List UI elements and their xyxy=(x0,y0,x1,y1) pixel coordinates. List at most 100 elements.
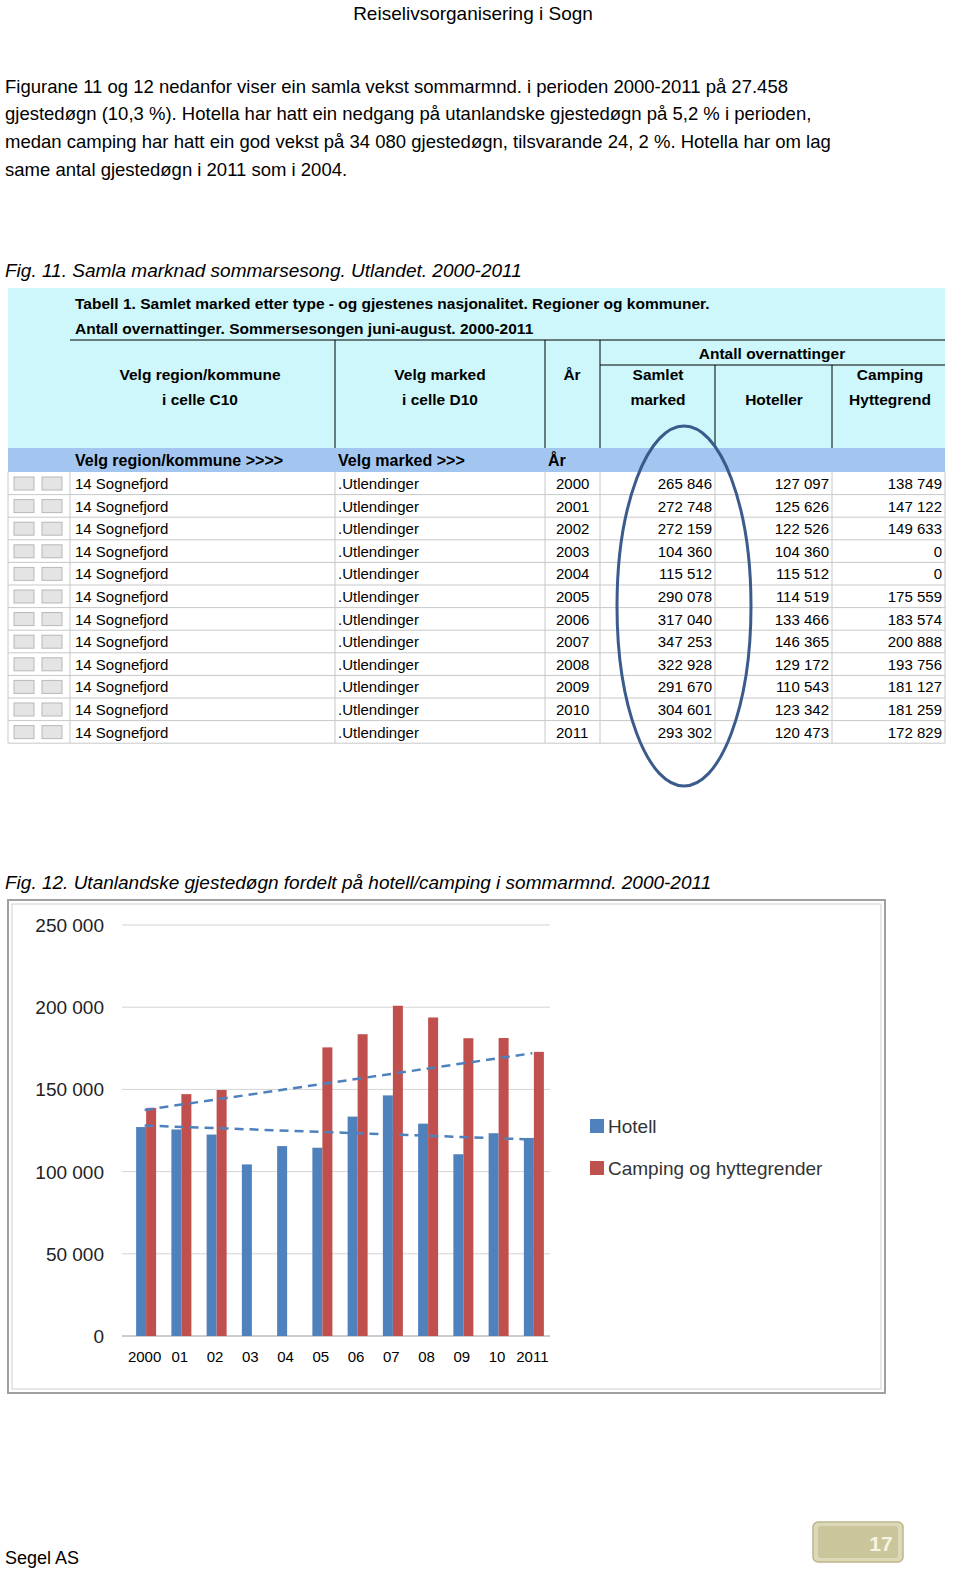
table-cell: .Utlendinger xyxy=(338,611,419,628)
cell-border xyxy=(8,607,945,608)
bar xyxy=(499,1038,509,1336)
table-cell: 120 473 xyxy=(775,724,829,741)
paragraph-line: gjestedøgn (10,3 %). Hotella har hatt ei… xyxy=(5,103,811,124)
bar xyxy=(383,1095,393,1336)
figure-caption: Fig. 12. Utanlandske gjestedøgn fordelt … xyxy=(5,872,711,893)
table-cell: 347 253 xyxy=(658,633,712,650)
table-cell: 104 360 xyxy=(775,543,829,560)
table-cell: 14 Sognefjord xyxy=(75,701,168,718)
y-tick-label: 50 000 xyxy=(46,1244,104,1265)
table-cell: 290 078 xyxy=(658,588,712,605)
y-tick-label: 0 xyxy=(93,1326,104,1347)
running-header: Reiselivsorganisering i Sogn xyxy=(353,3,593,24)
table-cell: 122 526 xyxy=(775,520,829,537)
page-number-box-inner xyxy=(818,1526,898,1558)
table-cell: .Utlendinger xyxy=(338,498,419,515)
table-cell: 14 Sognefjord xyxy=(75,656,168,673)
table-cell: 2008 xyxy=(556,656,589,673)
chart: 050 000100 000150 000200 000250 00020000… xyxy=(8,900,885,1393)
row-icon xyxy=(14,522,34,535)
footer-company: Segel AS xyxy=(5,1548,79,1568)
table-cell: .Utlendinger xyxy=(338,701,419,718)
row-icon xyxy=(42,680,62,693)
table-cell: .Utlendinger xyxy=(338,543,419,560)
table-cell: 272 748 xyxy=(658,498,712,515)
bar xyxy=(312,1148,322,1336)
table-cell: 123 342 xyxy=(775,701,829,718)
row-icon xyxy=(42,726,62,739)
table-header-bg xyxy=(8,288,945,448)
row-icon xyxy=(42,613,62,626)
bar xyxy=(207,1135,217,1336)
bar xyxy=(418,1124,428,1336)
bar xyxy=(242,1164,252,1336)
bar xyxy=(453,1154,463,1336)
table-title: Tabell 1. Samlet marked etter type - og … xyxy=(75,295,710,312)
plot-area xyxy=(136,1006,544,1336)
table-cell: 293 302 xyxy=(658,724,712,741)
table-cell: 0 xyxy=(934,543,942,560)
selector-label: År xyxy=(548,451,566,469)
table-cell: 14 Sognefjord xyxy=(75,565,168,582)
table-cell: 2009 xyxy=(556,678,589,695)
bar xyxy=(252,1336,262,1337)
table-cell: 193 756 xyxy=(888,656,942,673)
bar xyxy=(181,1094,191,1336)
table-cell: 14 Sognefjord xyxy=(75,678,168,695)
paragraph-line: medan camping har hatt ein god vekst på … xyxy=(5,131,831,152)
table-cell: 0 xyxy=(934,565,942,582)
cell-border xyxy=(8,539,945,540)
rule xyxy=(335,340,336,448)
chart-frame-inner xyxy=(12,904,881,1389)
x-tick-label: 2011 xyxy=(516,1348,548,1365)
table-cell: 14 Sognefjord xyxy=(75,724,168,741)
table-cell: 149 633 xyxy=(888,520,942,537)
x-tick-label: 01 xyxy=(172,1348,189,1365)
bar xyxy=(322,1047,332,1336)
table-cell: 2006 xyxy=(556,611,589,628)
table-title: Antall overnattinger. Sommersesongen jun… xyxy=(75,320,534,337)
row-icon xyxy=(14,635,34,648)
legend-swatch xyxy=(590,1161,604,1175)
bar xyxy=(348,1117,358,1336)
row-icon xyxy=(14,703,34,716)
legend-label: Hotell xyxy=(608,1116,657,1137)
row-icon xyxy=(14,680,34,693)
grid-line xyxy=(122,925,550,926)
selector-row-bg xyxy=(8,448,945,472)
column-group-header: Antall overnattinger xyxy=(699,345,845,362)
legend-label: Camping og hyttegrender xyxy=(608,1158,823,1179)
table-cell: 317 040 xyxy=(658,611,712,628)
table-cell: 104 360 xyxy=(658,543,712,560)
cell-border xyxy=(8,630,945,631)
rule xyxy=(715,365,716,448)
table-cell: 115 512 xyxy=(776,565,829,582)
bar xyxy=(489,1133,499,1336)
y-tick-label: 100 000 xyxy=(35,1162,104,1183)
table-cell: .Utlendinger xyxy=(338,588,419,605)
bar xyxy=(277,1146,287,1336)
y-tick-label: 250 000 xyxy=(35,915,104,936)
selector-label: Velg region/kommune >>>> xyxy=(75,452,283,469)
table-cell: 265 846 xyxy=(658,475,712,492)
table-cell: 272 159 xyxy=(658,520,712,537)
row-icon xyxy=(42,658,62,671)
column-header: Velg marked xyxy=(394,366,485,383)
row-icon xyxy=(14,500,34,513)
table-cell: 2000 xyxy=(556,475,589,492)
table-cell: 114 519 xyxy=(776,588,829,605)
column-header: i celle D10 xyxy=(402,391,478,408)
cell-border xyxy=(8,675,945,676)
bar xyxy=(524,1138,534,1336)
cell-border xyxy=(8,743,945,744)
chart-frame xyxy=(8,900,885,1393)
x-tick-label: 02 xyxy=(207,1348,224,1365)
bar xyxy=(393,1006,403,1336)
page-number: 17 xyxy=(869,1532,892,1555)
table-cell: 2004 xyxy=(556,565,589,582)
table-cell: 127 097 xyxy=(775,475,829,492)
row-icon xyxy=(42,477,62,490)
row-icon xyxy=(42,590,62,603)
grid-line xyxy=(122,1007,550,1008)
bar xyxy=(463,1038,473,1336)
